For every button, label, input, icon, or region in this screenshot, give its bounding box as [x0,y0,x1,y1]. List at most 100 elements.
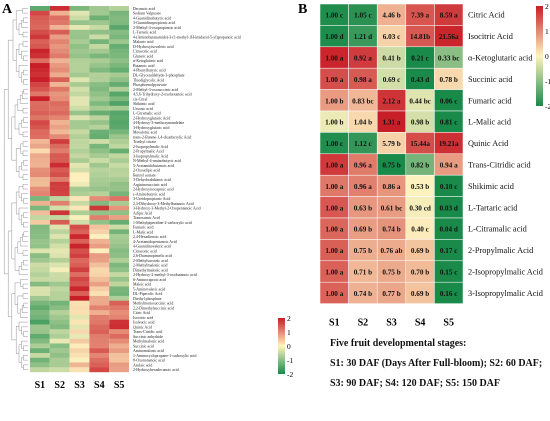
row-label: Thiodiglycolic Acid [133,78,164,82]
heatmap-cell [89,29,110,35]
heatmap-cell [89,314,110,320]
stage-label: S3 [74,380,85,391]
heatmap-cell [69,295,90,301]
heatmap-cell [30,139,50,145]
row-label: Isoleucic acid [133,321,155,325]
row-label: cis-Citral [133,97,147,101]
heatmap-cell [109,367,129,373]
scale-tick: 0 [545,52,549,61]
cell-value: 0.04 d [440,226,458,234]
heatmap-cell [49,243,70,249]
row-label: Argininosuccinic acid [133,183,167,187]
row-label: Diethyl phosphate [133,297,162,301]
heatmap-cell [109,343,129,349]
heatmap-cell [89,219,110,225]
row-label: Shikimic acid [133,102,155,106]
heatmap-cell [109,110,129,116]
heatmap-cell [69,338,90,344]
heatmap-cell [69,329,90,335]
heatmap-cell [69,238,90,244]
cell-value: 6.03 c [383,33,401,41]
heatmap-cell [49,172,70,178]
heatmap-cell [30,105,50,111]
heatmap-cell [69,343,90,349]
heatmap-cell [69,44,90,49]
row-label: 3-Dehydroshikimic acid [133,178,171,182]
cell-value: 1.00 a [325,183,343,191]
cell-value: 0.86 a [383,183,401,191]
row-label: Dimethylmalonic acid [133,268,168,272]
heatmap-cell [109,39,129,45]
cell-value: 15.44a [410,140,430,148]
panel-a-color-scale: 2 1 0 -1 -2 [278,314,293,379]
heatmap-cell [30,300,50,306]
heatmap-cell [109,300,129,306]
heatmap-cell [49,167,70,173]
heatmap-cell [109,219,129,225]
heatmap-cell [109,272,129,278]
row-label: Trans-Citridic acid [468,161,531,170]
heatmap-cell [109,362,129,368]
cell-value: 0.94 a [440,162,458,170]
cell-value: 0.69 c [383,76,401,84]
heatmap-cell [49,153,70,159]
heatmap-cell [109,348,129,354]
heatmap-cell [30,134,50,140]
panel-b-color-scale: 2 1 0 -1 -2 [536,2,550,111]
heatmap-cell [89,200,110,206]
cell-value: 0.96 a [354,183,372,191]
heatmap-cell [30,72,50,78]
heatmap-cell [30,67,50,73]
heatmap-cell [69,205,90,211]
cell-value: 1.00 b [325,97,343,105]
heatmap-cell [69,186,90,192]
heatmap-cell [109,101,129,107]
heatmap-cell [434,281,464,304]
heatmap-cell [49,276,70,282]
heatmap-cell [109,295,129,301]
heatmap-cell [30,29,50,35]
heatmap-cell [30,148,50,154]
panel-a-letter: A [2,2,13,17]
scale-tick: 2 [287,314,291,323]
heatmap-cell [69,120,90,126]
heatmap-cell [89,153,110,159]
heatmap-cell [69,72,90,78]
heatmap-cell [109,48,129,54]
heatmap-cell [89,82,110,88]
panel-b-letter: B [298,2,307,17]
heatmap-cell [89,329,110,335]
heatmap-cell [30,124,50,130]
cell-value: 1.00 c [326,12,344,20]
stage-label: S5 [443,318,454,329]
heatmap-cell [109,129,129,135]
heatmap-cell [109,257,129,263]
heatmap-cell [30,357,50,363]
row-label: Methylmonosuccinic acid [133,302,173,306]
heatmap-cell [89,25,110,30]
row-label: 2-Hydroxy-2-methyl-3-oxobutanoic acid [133,273,197,277]
heatmap-cell [109,262,129,268]
heatmap-cell [89,362,110,368]
heatmap-cell [89,158,110,164]
heatmap-cell [89,86,110,92]
heatmap-cell [109,115,129,121]
heatmap-cell [30,305,50,311]
cell-value: 0.30 cd [409,204,431,212]
heatmap-cell [49,367,70,373]
heatmap-cell [89,352,110,358]
heatmap-cell [49,148,70,154]
heatmap-cell [89,129,110,135]
row-label: Benzyl acetate [133,173,156,177]
heatmap-cell [49,105,70,111]
row-label: 2-Hydroxyglutaric Acid [133,116,170,120]
heatmap-cell [109,305,129,311]
cell-value: 0.71 b [354,269,372,277]
cell-value: 0.61 bc [381,204,403,212]
heatmap-cell [30,129,50,135]
heatmap-cell [89,348,110,354]
row-label: Isocitric Acid [468,32,514,41]
heatmap-cell [109,20,129,26]
cell-value: 0.74 b [354,290,372,298]
